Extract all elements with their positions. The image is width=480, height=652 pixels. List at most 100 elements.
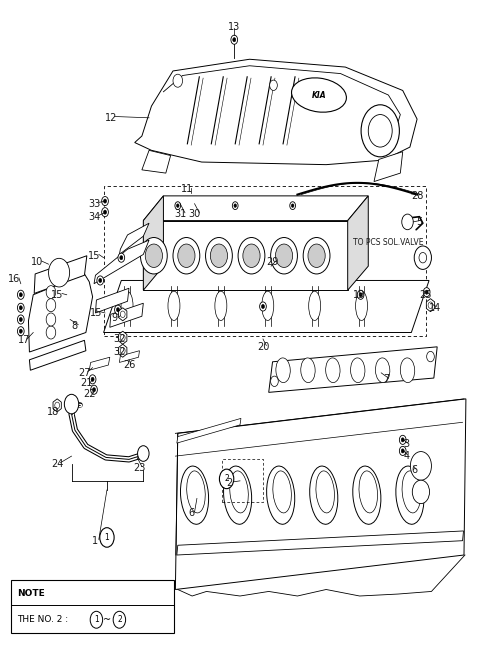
Text: 13: 13	[228, 22, 240, 32]
Circle shape	[232, 201, 238, 209]
Ellipse shape	[356, 291, 368, 321]
Polygon shape	[374, 152, 403, 181]
Polygon shape	[104, 280, 429, 333]
Circle shape	[414, 246, 432, 269]
Polygon shape	[135, 59, 417, 165]
Circle shape	[178, 244, 195, 267]
Ellipse shape	[359, 471, 378, 513]
Text: KIA: KIA	[312, 91, 326, 100]
Polygon shape	[175, 399, 466, 589]
Polygon shape	[94, 240, 149, 284]
Circle shape	[113, 612, 126, 629]
Circle shape	[427, 351, 434, 362]
Ellipse shape	[316, 471, 335, 513]
Text: 23: 23	[133, 463, 145, 473]
Circle shape	[428, 302, 433, 308]
Circle shape	[91, 378, 94, 381]
Circle shape	[64, 394, 79, 414]
Text: 4: 4	[404, 451, 409, 461]
Polygon shape	[144, 196, 368, 220]
Polygon shape	[119, 344, 127, 357]
Text: 20: 20	[257, 342, 269, 352]
Text: 17: 17	[17, 335, 30, 346]
Circle shape	[100, 527, 114, 547]
Circle shape	[89, 375, 96, 384]
Polygon shape	[177, 531, 464, 555]
Ellipse shape	[375, 358, 390, 383]
Circle shape	[219, 469, 234, 488]
Circle shape	[399, 436, 406, 445]
Circle shape	[17, 290, 24, 299]
Circle shape	[359, 293, 362, 297]
Text: 18: 18	[47, 407, 60, 417]
Circle shape	[262, 304, 264, 308]
Polygon shape	[426, 299, 434, 312]
Circle shape	[234, 204, 237, 207]
Circle shape	[205, 237, 232, 274]
Ellipse shape	[266, 466, 295, 524]
Circle shape	[19, 329, 22, 333]
Circle shape	[270, 80, 277, 91]
Text: 26: 26	[123, 360, 135, 370]
Circle shape	[48, 258, 70, 287]
Polygon shape	[89, 357, 110, 370]
Ellipse shape	[400, 358, 415, 383]
Circle shape	[290, 201, 296, 209]
Circle shape	[271, 376, 278, 387]
Polygon shape	[34, 256, 87, 293]
Polygon shape	[119, 331, 127, 344]
Ellipse shape	[402, 471, 420, 513]
Circle shape	[118, 253, 125, 262]
Circle shape	[97, 276, 104, 285]
Circle shape	[173, 74, 182, 87]
Ellipse shape	[353, 466, 381, 524]
Text: 1: 1	[94, 615, 99, 624]
Circle shape	[303, 237, 330, 274]
Circle shape	[419, 252, 427, 263]
Circle shape	[357, 290, 364, 299]
Polygon shape	[269, 347, 437, 393]
Text: 6: 6	[412, 466, 418, 475]
Ellipse shape	[215, 291, 227, 321]
Circle shape	[17, 327, 24, 336]
Circle shape	[410, 452, 432, 480]
Text: 21: 21	[81, 378, 93, 388]
Circle shape	[19, 306, 22, 310]
Text: 5: 5	[416, 217, 422, 227]
Text: 1: 1	[92, 536, 98, 546]
Polygon shape	[120, 351, 140, 363]
Polygon shape	[119, 308, 127, 321]
Circle shape	[102, 196, 108, 205]
Circle shape	[361, 105, 399, 157]
Ellipse shape	[350, 358, 365, 383]
Circle shape	[120, 334, 125, 341]
Text: 34: 34	[88, 212, 100, 222]
Circle shape	[46, 286, 56, 299]
Circle shape	[276, 244, 293, 267]
Circle shape	[291, 204, 294, 207]
Text: 12: 12	[105, 113, 117, 123]
Circle shape	[210, 244, 228, 267]
Circle shape	[401, 449, 404, 453]
Circle shape	[115, 305, 121, 314]
Circle shape	[55, 402, 60, 409]
Circle shape	[423, 288, 430, 297]
Text: 7: 7	[383, 374, 389, 384]
Circle shape	[425, 290, 428, 294]
Circle shape	[120, 311, 125, 318]
Text: 29: 29	[266, 258, 279, 267]
Text: 2: 2	[227, 479, 233, 488]
Text: 6: 6	[188, 509, 194, 518]
Circle shape	[19, 318, 22, 321]
Circle shape	[46, 326, 56, 339]
Polygon shape	[53, 399, 61, 412]
Circle shape	[238, 237, 265, 274]
Ellipse shape	[276, 358, 290, 383]
Text: 15: 15	[51, 289, 63, 300]
Text: 10: 10	[30, 258, 43, 267]
Text: 11: 11	[181, 185, 193, 194]
Circle shape	[104, 210, 107, 215]
Circle shape	[93, 388, 96, 392]
Circle shape	[175, 201, 180, 209]
Circle shape	[401, 437, 404, 442]
